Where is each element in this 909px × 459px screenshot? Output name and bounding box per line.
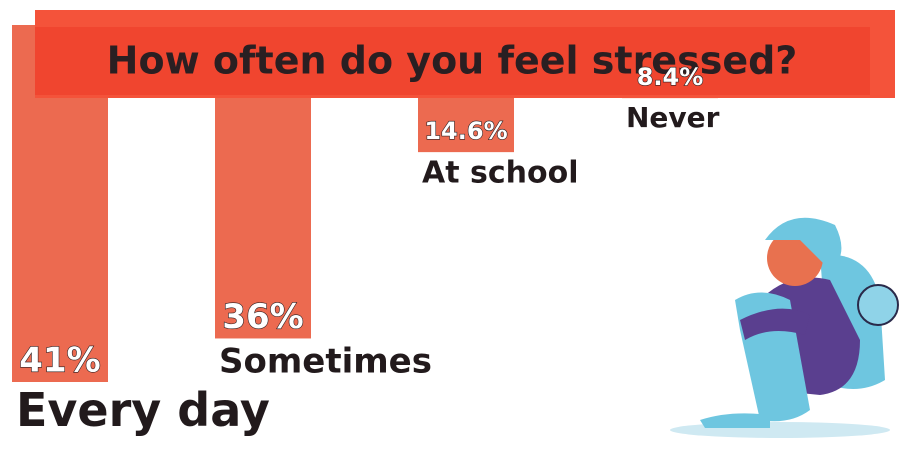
value-label: 14.6% <box>424 117 507 145</box>
value-label: 41% <box>19 341 100 381</box>
category-label: Every day <box>16 383 270 437</box>
value-label: 8.4% <box>637 63 704 91</box>
category-label: Never <box>626 101 720 134</box>
chart-title: How often do you feel stressed? <box>107 39 798 83</box>
title-banner <box>35 27 870 95</box>
category-label: Sometimes <box>219 341 432 381</box>
value-label: 36% <box>222 297 303 337</box>
category-label: At school <box>422 156 579 191</box>
illustration <box>670 217 899 438</box>
